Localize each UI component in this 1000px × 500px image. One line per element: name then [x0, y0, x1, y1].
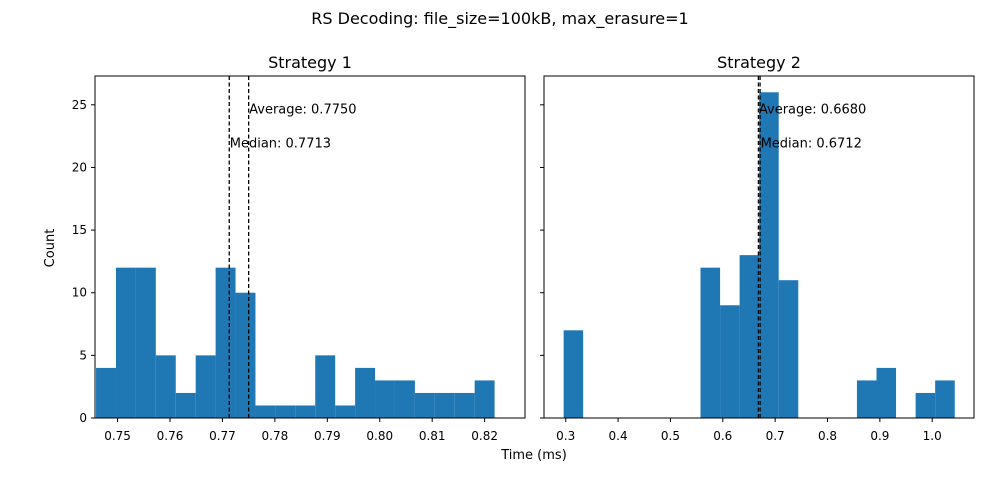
- x-tick-label: 0.81: [419, 429, 446, 443]
- histogram-bar: [195, 355, 216, 418]
- histogram-bar: [454, 392, 475, 418]
- average-label: Average: 0.6680: [759, 103, 866, 118]
- x-tick-label: 0.3: [556, 429, 575, 443]
- histogram-bar: [375, 380, 395, 418]
- histogram-bar: [915, 392, 936, 418]
- histogram-bar: [295, 405, 316, 418]
- histogram-bar: [155, 355, 176, 418]
- figure-suptitle: RS Decoding: file_size=100kB, max_erasur…: [311, 9, 688, 29]
- y-tick-label: 15: [72, 223, 87, 237]
- x-tick-label: 0.75: [104, 429, 131, 443]
- histogram-bar: [315, 355, 336, 418]
- histogram-bar: [414, 392, 435, 418]
- histogram-bar: [778, 280, 799, 418]
- panel-title: Strategy 1: [268, 53, 352, 72]
- histogram-bar: [96, 367, 116, 418]
- x-tick-label: 0.9: [870, 429, 889, 443]
- x-tick-label: 0.7: [766, 429, 785, 443]
- y-tick-label: 20: [72, 160, 87, 174]
- axes-frame: [94, 75, 526, 419]
- histogram-bar: [935, 380, 955, 418]
- histogram-bar: [563, 330, 584, 418]
- median-label: Median: 0.6712: [761, 136, 862, 151]
- histogram-bar: [335, 405, 356, 418]
- histogram-bar: [474, 380, 495, 418]
- strategy-2-panel: Median: 0.6712 Average: 0.6680 0.3 0.4 0.5 0.…: [540, 53, 975, 443]
- median-label: Median: 0.7713: [230, 136, 331, 151]
- x-tick-label: 1.0: [923, 429, 942, 443]
- x-tick-label: 0.5: [661, 429, 680, 443]
- x-axis-label: Time (ms): [500, 448, 567, 463]
- x-tick-label: 0.79: [314, 429, 341, 443]
- histogram-bar: [135, 267, 156, 418]
- x-tick-label: 0.77: [209, 429, 236, 443]
- strategy-1-panel: Median: 0.7713 Average: 0.7750 0.75 0.76 0.7…: [72, 53, 526, 443]
- x-tick-label: 0.4: [609, 429, 628, 443]
- y-axis-label: Count: [43, 229, 58, 268]
- histogram-bar: [876, 367, 897, 418]
- x-tick-label: 0.80: [366, 429, 393, 443]
- y-tick-label: 25: [72, 98, 87, 112]
- histogram-bar: [235, 292, 256, 418]
- histogram-bar: [720, 305, 740, 418]
- x-tick-label: 0.76: [157, 429, 184, 443]
- y-tick-label: 5: [79, 348, 87, 362]
- x-tick-label: 0.82: [471, 429, 498, 443]
- histogram-bar: [394, 380, 415, 418]
- histogram-bar: [856, 380, 877, 418]
- histogram-bar: [175, 392, 196, 418]
- histogram-bar: [355, 367, 376, 418]
- x-tick-label: 0.78: [262, 429, 289, 443]
- histogram-bar: [255, 405, 276, 418]
- x-tick-label: 0.6: [713, 429, 732, 443]
- panel-title: Strategy 2: [717, 53, 801, 72]
- histogram-bar: [215, 267, 236, 418]
- histogram-bar: [275, 405, 296, 418]
- histogram-bar: [434, 392, 455, 418]
- average-label: Average: 0.7750: [249, 103, 356, 118]
- y-tick-label: 10: [72, 286, 87, 300]
- x-tick-label: 0.8: [818, 429, 837, 443]
- histogram-bar: [739, 255, 760, 418]
- y-tick-label: 0: [79, 411, 87, 425]
- axes-frame: [543, 75, 975, 419]
- histogram-bar: [759, 92, 779, 419]
- histogram-bar: [700, 267, 721, 418]
- histogram-bar: [115, 267, 136, 418]
